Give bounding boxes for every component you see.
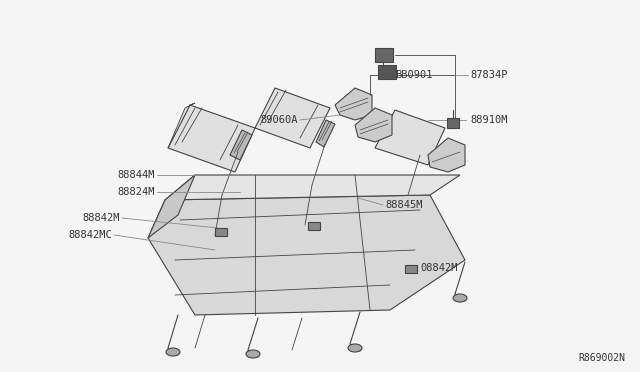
Ellipse shape [348,344,362,352]
FancyBboxPatch shape [447,118,459,128]
FancyBboxPatch shape [375,48,393,62]
Text: 89060A: 89060A [260,115,298,125]
Polygon shape [316,120,335,147]
Ellipse shape [166,348,180,356]
Polygon shape [375,110,445,165]
Polygon shape [355,108,392,142]
Text: 88824M: 88824M [118,187,155,197]
Text: 88842MC: 88842MC [68,230,112,240]
Polygon shape [168,105,255,172]
Polygon shape [428,138,465,172]
Ellipse shape [453,294,467,302]
Polygon shape [148,195,465,315]
Polygon shape [230,130,252,160]
FancyBboxPatch shape [378,65,396,79]
Text: 88842M: 88842M [83,213,120,223]
Text: BB0901: BB0901 [395,70,433,80]
Polygon shape [148,175,195,238]
Text: 88844M: 88844M [118,170,155,180]
Text: 08842M: 08842M [420,263,458,273]
FancyBboxPatch shape [215,228,227,236]
Text: 88845M: 88845M [385,200,422,210]
Text: 88910M: 88910M [470,115,508,125]
Polygon shape [165,175,460,200]
Polygon shape [255,88,330,148]
Polygon shape [335,88,372,120]
Polygon shape [168,103,195,148]
FancyBboxPatch shape [405,265,417,273]
Text: 87834P: 87834P [470,70,508,80]
FancyBboxPatch shape [308,222,320,230]
Text: R869002N: R869002N [578,353,625,363]
Ellipse shape [246,350,260,358]
